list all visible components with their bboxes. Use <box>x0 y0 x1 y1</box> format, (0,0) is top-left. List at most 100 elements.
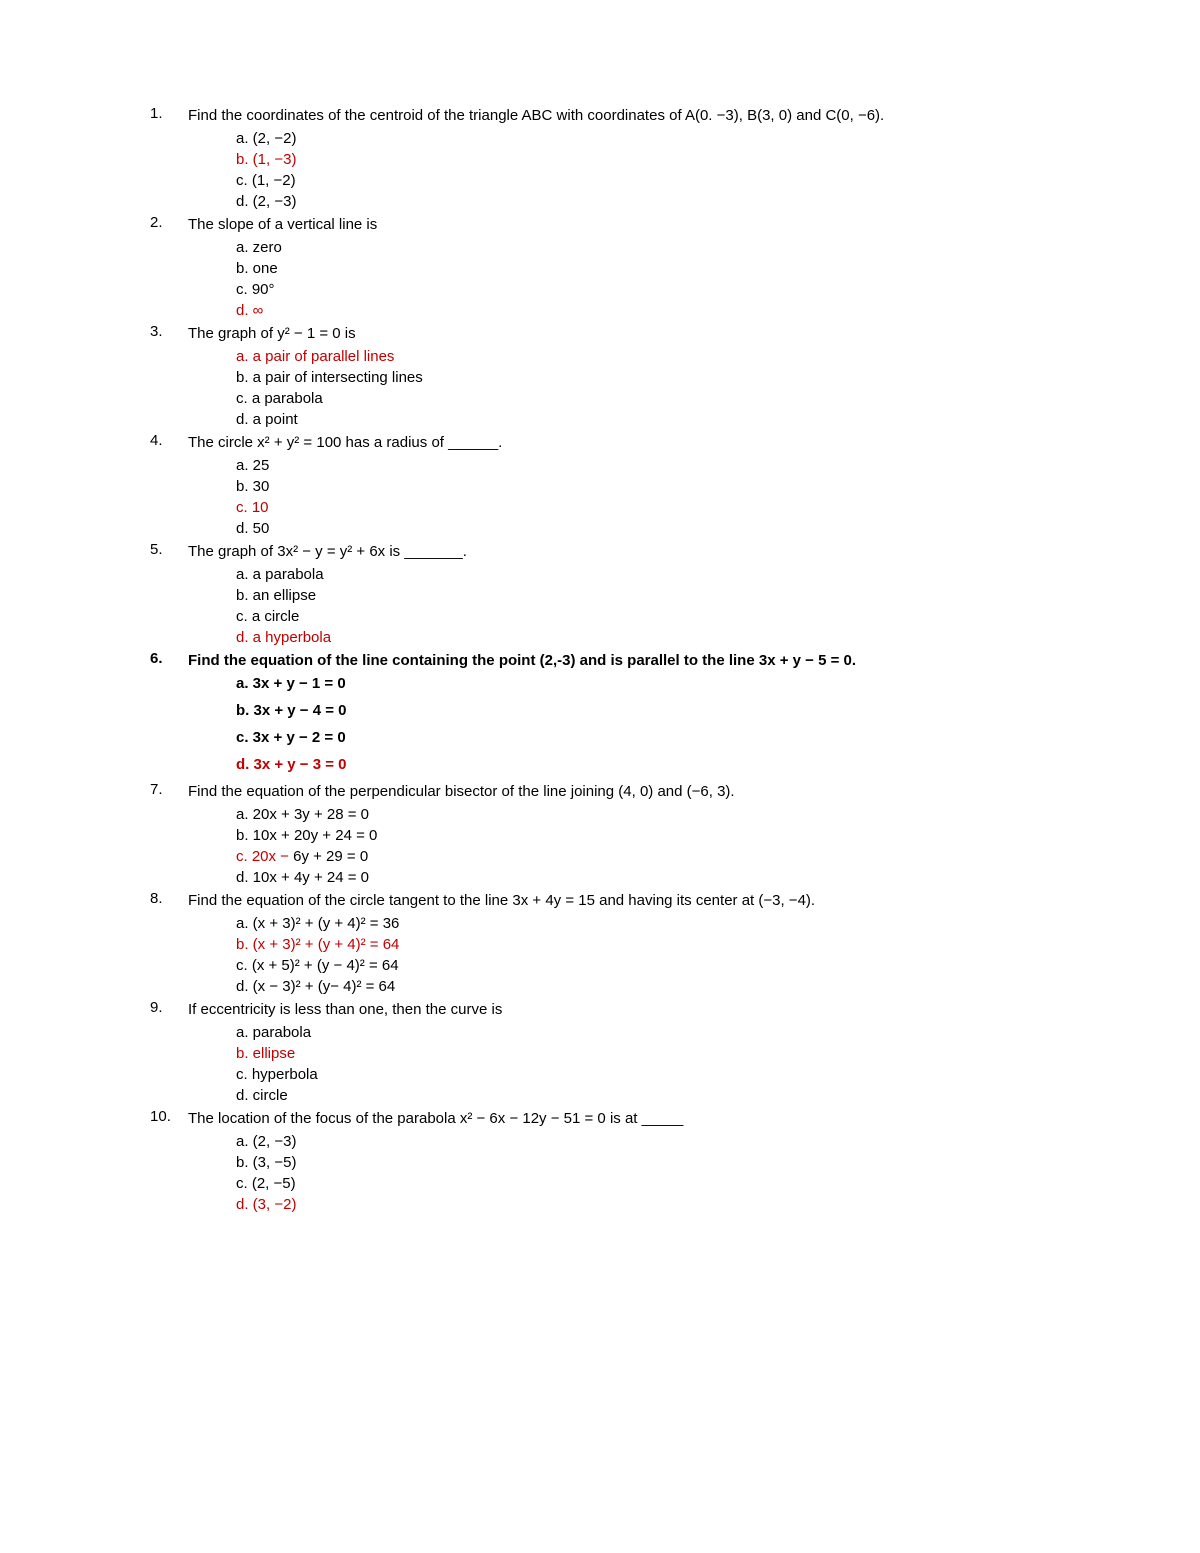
choice-text: b. (1, −3) <box>236 151 296 168</box>
choice-item: c. a parabola <box>236 388 1050 409</box>
choice-text: a. (x + 3)² + (y + 4)² = 36 <box>236 915 399 932</box>
choice-text: b. 30 <box>236 478 269 495</box>
choice-text: c. a parabola <box>236 390 323 407</box>
choice-item: b. an ellipse <box>236 585 1050 606</box>
choice-item: a. 3x + y − 1 = 0 <box>236 673 1050 694</box>
choice-item: d. a point <box>236 409 1050 430</box>
question-text: The location of the focus of the parabol… <box>188 1108 1050 1129</box>
question-item: The graph of 3x² − y = y² + 6x is ______… <box>150 541 1050 648</box>
choice-text: a. a pair of parallel lines <box>236 348 394 365</box>
question-text: Find the equation of the line containing… <box>188 650 1050 671</box>
question-item: Find the coordinates of the centroid of … <box>150 105 1050 212</box>
choice-text: d. (2, −3) <box>236 193 296 210</box>
choice-text: c. 10 <box>236 499 269 516</box>
choice-text: b. 10x + 20y + 24 = 0 <box>236 827 377 844</box>
choice-text: c. (2, −5) <box>236 1175 296 1192</box>
choice-text: c. (x + 5)² + (y − 4)² = 64 <box>236 957 399 974</box>
choice-item: c. 90° <box>236 279 1050 300</box>
choice-text: b. ellipse <box>236 1045 295 1062</box>
choice-item: c. (x + 5)² + (y − 4)² = 64 <box>236 955 1050 976</box>
choice-item: c. 10 <box>236 497 1050 518</box>
choice-text: d. (3, −2) <box>236 1196 296 1213</box>
choice-text: c. hyperbola <box>236 1066 318 1083</box>
choice-item: c. hyperbola <box>236 1064 1050 1085</box>
choice-item: b. 30 <box>236 476 1050 497</box>
choice-item: a. (x + 3)² + (y + 4)² = 36 <box>236 913 1050 934</box>
question-text: The graph of 3x² − y = y² + 6x is ______… <box>188 541 1050 562</box>
choice-item: a. 20x + 3y + 28 = 0 <box>236 804 1050 825</box>
choice-text: a. 25 <box>236 457 269 474</box>
question-item: Find the equation of the line containing… <box>150 650 1050 775</box>
choice-item: c. 20x − 6y + 29 = 0 <box>236 846 1050 867</box>
choice-text: d. 10x + 4y + 24 = 0 <box>236 869 369 886</box>
choice-item: c. a circle <box>236 606 1050 627</box>
choice-item: d. 50 <box>236 518 1050 539</box>
choice-list: a. 20x + 3y + 28 = 0 b. 10x + 20y + 24 = … <box>236 804 1050 888</box>
question-text: Find the coordinates of the centroid of … <box>188 105 1050 126</box>
choice-item: d. circle <box>236 1085 1050 1106</box>
choice-text: d. a point <box>236 411 298 428</box>
choice-item: c. 3x + y − 2 = 0 <box>236 727 1050 748</box>
choice-item: d. ∞ <box>236 300 1050 321</box>
choice-item: d. a hyperbola <box>236 627 1050 648</box>
choice-item: a. zero <box>236 237 1050 258</box>
choice-item: c. (1, −2) <box>236 170 1050 191</box>
choice-rest: 6y + 29 = 0 <box>293 848 368 865</box>
choice-item: b. 10x + 20y + 24 = 0 <box>236 825 1050 846</box>
choice-item: d. 10x + 4y + 24 = 0 <box>236 867 1050 888</box>
choice-item: c. (2, −5) <box>236 1173 1050 1194</box>
question-item: The graph of y² − 1 = 0 isa. a pair of p… <box>150 323 1050 430</box>
choice-list: a. parabola b. ellipse c. hyperbola d. circ… <box>236 1022 1050 1106</box>
choice-item: b. 3x + y − 4 = 0 <box>236 700 1050 721</box>
choice-item: b. (1, −3) <box>236 149 1050 170</box>
choice-text: b. one <box>236 260 278 277</box>
question-item: The location of the focus of the parabol… <box>150 1108 1050 1215</box>
question-text: The graph of y² − 1 = 0 is <box>188 323 1050 344</box>
question-text: Find the equation of the circle tangent … <box>188 890 1050 911</box>
choice-list: a. a parabolab. an ellipse c. a circle d. … <box>236 564 1050 648</box>
choice-item: a. a pair of parallel lines <box>236 346 1050 367</box>
choice-list: a. a pair of parallel linesb. a pair of … <box>236 346 1050 430</box>
choice-item: a. 25 <box>236 455 1050 476</box>
choice-text: a. (2, −3) <box>236 1133 296 1150</box>
choice-text: a. zero <box>236 239 282 256</box>
question-item: Find the equation of the circle tangent … <box>150 890 1050 997</box>
choice-text: d. (x − 3)² + (y− 4)² = 64 <box>236 978 395 995</box>
choice-text: b. (x + 3)² + (y + 4)² = 64 <box>236 936 399 953</box>
choice-answer-partial: c. 20x − <box>236 848 293 865</box>
choice-text: c. 3x + y − 2 = 0 <box>236 729 346 746</box>
choice-text: b. (3, −5) <box>236 1154 296 1171</box>
choice-text: a. 3x + y − 1 = 0 <box>236 675 346 692</box>
choice-item: b. ellipse <box>236 1043 1050 1064</box>
choice-item: a. (2, −2) <box>236 128 1050 149</box>
choice-text: d. a hyperbola <box>236 629 331 646</box>
choice-item: d. (x − 3)² + (y− 4)² = 64 <box>236 976 1050 997</box>
choice-item: a. parabola <box>236 1022 1050 1043</box>
choice-text: a. parabola <box>236 1024 311 1041</box>
choice-text: a. (2, −2) <box>236 130 296 147</box>
choice-text: c. 90° <box>236 281 275 298</box>
choice-item: a. a parabola <box>236 564 1050 585</box>
question-text: Find the equation of the perpendicular b… <box>188 781 1050 802</box>
choice-list: a. (2, −3) b. (3, −5) c. (2, −5) d. (3, −2) <box>236 1131 1050 1215</box>
choice-text: d. ∞ <box>236 302 263 319</box>
document-page: Find the coordinates of the centroid of … <box>0 0 1200 1553</box>
question-text: The slope of a vertical line is <box>188 214 1050 235</box>
choice-list: a. (x + 3)² + (y + 4)² = 36 b. (x + 3)² +… <box>236 913 1050 997</box>
choice-item: b. (3, −5) <box>236 1152 1050 1173</box>
choice-list: a. 3x + y − 1 = 0 b. 3x + y − 4 = 0 c. 3x … <box>236 673 1050 775</box>
choice-item: a. (2, −3) <box>236 1131 1050 1152</box>
question-item: The circle x² + y² = 100 has a radius of… <box>150 432 1050 539</box>
choice-text: c. a circle <box>236 608 299 625</box>
question-item: The slope of a vertical line is a. zero b.… <box>150 214 1050 321</box>
choice-text: d. 50 <box>236 520 269 537</box>
choice-list: a. zero b. one c. 90° d. ∞ <box>236 237 1050 321</box>
choice-list: a. 25 b. 30 c. 10 d. 50 <box>236 455 1050 539</box>
choice-text: d. circle <box>236 1087 288 1104</box>
choice-text: c. (1, −2) <box>236 172 296 189</box>
question-text: The circle x² + y² = 100 has a radius of… <box>188 432 1050 453</box>
choice-item: b. (x + 3)² + (y + 4)² = 64 <box>236 934 1050 955</box>
choice-text: d. 3x + y − 3 = 0 <box>236 756 347 773</box>
choice-item: d. 3x + y − 3 = 0 <box>236 754 1050 775</box>
question-item: If eccentricity is less than one, then t… <box>150 999 1050 1106</box>
